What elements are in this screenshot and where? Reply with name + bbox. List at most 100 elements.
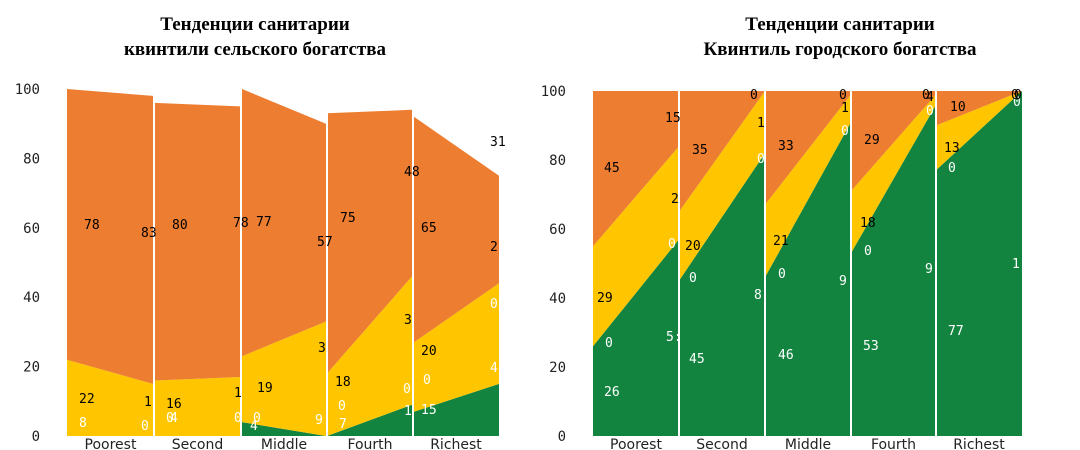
data-label: 0	[338, 399, 346, 414]
data-label: 0	[757, 152, 765, 167]
data-label: 45	[604, 161, 620, 176]
data-label: 75	[340, 211, 356, 226]
y-tick-label: 60	[549, 222, 566, 238]
category-label: Poorest	[610, 437, 662, 450]
category-label: Middle	[261, 437, 307, 450]
data-label: 1	[757, 116, 765, 131]
data-label: 53	[863, 339, 879, 354]
data-label: 3	[404, 313, 412, 328]
data-label: 1	[144, 395, 152, 410]
y-tick-label: 100	[15, 82, 40, 98]
data-label: 0	[841, 124, 849, 139]
category-label: Richest	[430, 437, 482, 450]
data-label: 0	[141, 419, 149, 434]
data-label: 21	[773, 234, 789, 249]
data-label: 1	[234, 386, 242, 401]
data-label: 18	[335, 375, 351, 390]
data-label: 29	[864, 133, 880, 148]
data-label: 77	[948, 324, 964, 339]
area-series-0	[67, 279, 499, 436]
data-label: 77	[256, 215, 272, 230]
y-tick-label: 100	[541, 84, 566, 100]
data-label: 7	[339, 417, 347, 432]
data-label: 78	[233, 216, 249, 231]
data-label: 33	[778, 139, 794, 154]
data-label: 8	[79, 416, 87, 431]
data-label: 9	[839, 274, 847, 289]
data-label: 1	[841, 101, 849, 116]
category-label: Fourth	[871, 437, 916, 450]
data-label: 2	[490, 240, 498, 255]
urban-chart-title: Тенденции санитарии Квинтиль городского …	[590, 12, 1080, 62]
data-label: 4	[926, 90, 934, 105]
y-tick-label: 0	[32, 429, 40, 445]
category-label: Fourth	[347, 437, 392, 450]
data-label: 0	[948, 161, 956, 176]
rural-chart-title-line1: Тенденции санитарии	[160, 14, 350, 35]
rural-chart-title: Тенденции санитарии квинтили сельского б…	[40, 12, 470, 62]
rural-chart-title-line2: квинтили сельского богатства	[123, 39, 387, 60]
data-label: 4	[250, 419, 258, 434]
area-series-1	[67, 47, 499, 437]
data-label: 46	[778, 348, 794, 363]
data-label: 13	[944, 141, 960, 156]
data-label: 4	[490, 361, 498, 376]
data-label: 0	[423, 373, 431, 388]
area-series-0	[593, 91, 1022, 436]
category-label: Poorest	[85, 437, 137, 450]
data-label: 78	[84, 218, 100, 233]
data-label: 20	[685, 239, 701, 254]
data-label: 15	[421, 403, 437, 418]
data-label: 5:	[666, 330, 682, 345]
data-label: 0	[403, 382, 411, 397]
y-tick-label: 0	[558, 429, 566, 445]
category-label: Second	[696, 437, 748, 450]
data-label: 22	[79, 392, 95, 407]
data-label: 35	[692, 143, 708, 158]
data-label: 18	[860, 216, 876, 231]
data-label: 26	[604, 385, 620, 400]
area-series-2	[593, 91, 1022, 247]
y-tick-label: 80	[549, 153, 566, 169]
y-tick-label: 80	[23, 151, 40, 167]
data-label: 0	[750, 88, 758, 103]
data-label: 57	[317, 235, 333, 250]
y-tick-label: 40	[549, 291, 566, 307]
data-label: 0	[839, 88, 847, 103]
data-label: 0	[1011, 88, 1019, 103]
data-label: 0	[234, 411, 242, 426]
data-label: 15	[665, 111, 681, 126]
data-label: 0	[922, 88, 930, 103]
area-series-2	[67, 47, 499, 384]
data-label: 0	[778, 267, 786, 282]
data-label: 0	[689, 271, 697, 286]
y-tick-label: 20	[23, 360, 40, 376]
data-label: 1	[1012, 257, 1020, 272]
data-label: 3	[318, 341, 326, 356]
category-label: Richest	[953, 437, 1005, 450]
data-label: 2	[671, 192, 679, 207]
data-label: 4	[170, 411, 178, 426]
urban-chart-title-line2: Квинтиль городского богатства	[703, 39, 977, 60]
data-label: 19	[257, 381, 273, 396]
y-tick-label: 60	[23, 221, 40, 237]
category-label: Middle	[785, 437, 831, 450]
data-label: 80	[172, 218, 188, 233]
data-label: 8	[754, 288, 762, 303]
data-label: 0	[864, 244, 872, 259]
data-label: 0	[1013, 95, 1021, 110]
data-label: 0	[166, 411, 174, 426]
data-label: 0	[668, 237, 676, 252]
y-tick-label: 20	[549, 360, 566, 376]
data-label: 0	[253, 411, 261, 426]
data-label: 0	[605, 336, 613, 351]
data-label: 83	[141, 226, 157, 241]
data-label: 20	[421, 344, 437, 359]
data-label: 10	[950, 100, 966, 115]
data-label: 9	[925, 262, 933, 277]
data-label: 48	[404, 165, 420, 180]
data-label: 65	[421, 221, 437, 236]
